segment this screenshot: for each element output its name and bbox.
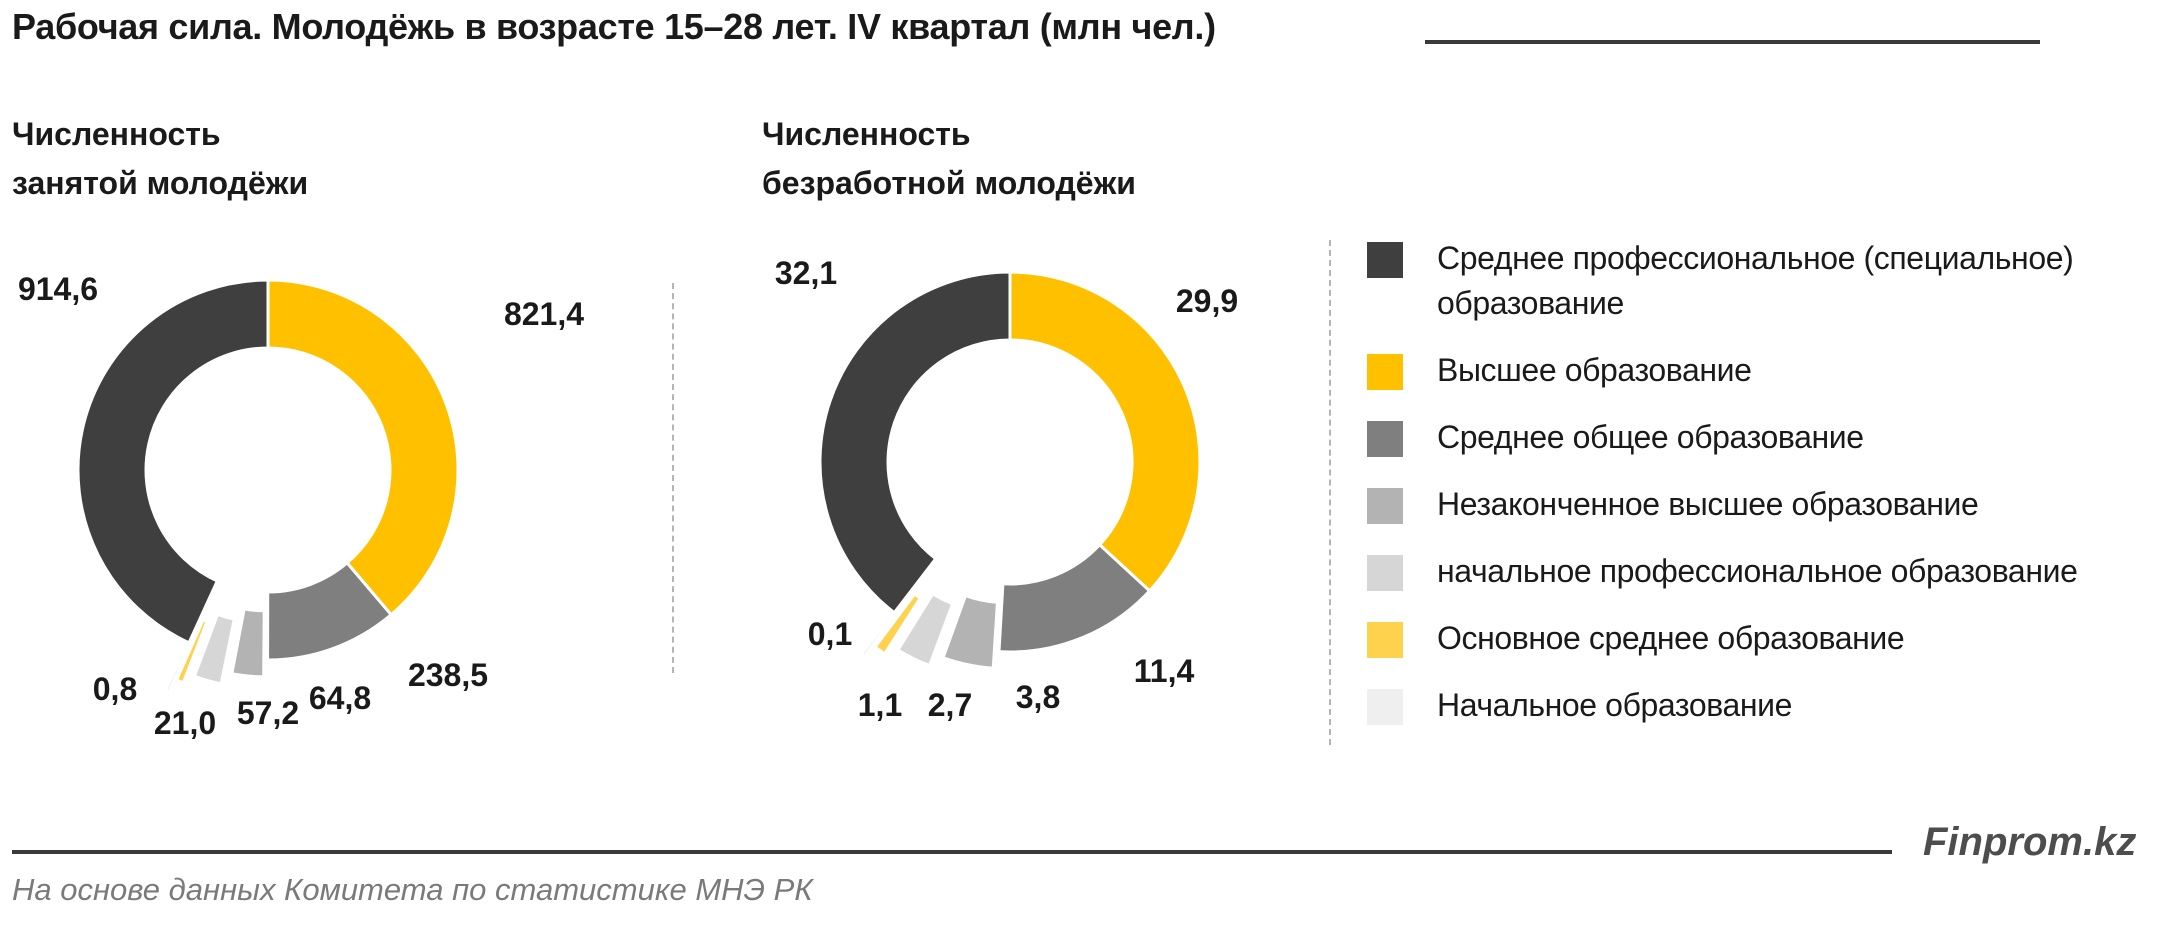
slice-value-label: 3,8 [1016,679,1060,715]
donut-slice [266,278,460,617]
legend-swatch [1367,354,1403,390]
slice-value-label: 57,2 [237,695,299,731]
legend-item: Основное среднее образование [1367,616,2157,661]
slice-value-label: 1,1 [858,687,902,723]
employed-subtitle-line-2: занятой молодёжи [12,165,309,201]
legend-label-line: Высшее образование [1437,352,1752,388]
employed-subtitle-line-1: Численность [12,116,221,152]
legend-item: Высшее образование [1367,348,2157,393]
legend-label-line: Незаконченное высшее образование [1437,486,1979,522]
legend-swatch [1367,555,1403,591]
legend: Среднее профессиональное (специальное) об… [1367,236,2157,728]
source-note: На основе данных Комитета по статистике … [12,872,813,907]
brand-logo: Finprom.kz [1923,820,2137,864]
donut-slice [893,589,958,671]
unemployed-subtitle-line-1: Численность [762,116,971,152]
employed-chart-subtitle: Численность занятой молодёжи [12,110,308,208]
slice-value-label: 21,0 [154,705,216,741]
chart-title: Рабочая сила. Молодёжь в возрасте 15–28 … [12,6,1216,47]
donut-slice [997,542,1152,654]
donut-slice [189,609,239,688]
legend-label-line: Начальное образование [1437,687,1793,723]
legend-label: начальное профессиональное образование [1437,549,2078,594]
employed-donut: 821,4 238,5 64,8 57,2 21,0 0,8 914,6 [18,271,584,741]
slice-value-label: 32,1 [775,255,837,291]
unemployed-donut: 29,9 11,4 3,8 2,7 1,10,1 32,1 [775,255,1238,723]
legend-label: Незаконченное высшее образование [1437,482,1979,527]
slice-value-label: 2,7 [928,687,972,723]
legend-item: Начальное образование [1367,683,2157,728]
donut-slice [76,278,270,645]
slice-value-label: 238,5 [408,657,488,693]
slice-value-label: 29,9 [1176,283,1238,319]
legend-swatch [1367,488,1403,524]
donut-slice [818,270,1012,615]
legend-label: Высшее образование [1437,348,1752,393]
donut-slice [266,560,394,662]
legend-swatch [1367,421,1403,457]
footer-divider [12,850,1892,854]
legend-label: Начальное образование [1437,683,1792,728]
legend-item: Среднее профессиональное (специальное) об… [1367,236,2157,326]
legend-label: Основное среднее образование [1437,616,1905,661]
legend-swatch [1367,242,1403,278]
unemployed-subtitle-line-2: безработной молодёжи [762,165,1136,201]
legend-label-line: Среднее профессиональное (специальное) [1437,240,2074,276]
title-divider [1425,40,2040,44]
slice-value-label: 0,8 [93,671,137,707]
legend-label: Среднее общее образование [1437,415,1864,460]
legend-label-line: начальное профессиональное образование [1437,553,2078,589]
legend-item: начальное профессиональное образование [1367,549,2157,594]
slice-value-label: 821,4 [504,296,584,332]
donut-slice [227,604,268,681]
legend-label-line: Среднее общее образование [1437,419,1864,455]
legend-swatch [1367,689,1403,725]
slice-value-label: 64,8 [309,680,371,716]
slice-value-label: 0,1 [808,616,852,652]
unemployed-chart-subtitle: Численность безработной молодёжи [762,110,1136,208]
donut-slice [870,589,926,659]
donut-slice [1008,270,1202,594]
slice-value-label: 11,4 [1134,653,1195,689]
legend-separator [1329,240,1331,745]
legend-swatch [1367,622,1403,658]
legend-label-line: Основное среднее образование [1437,620,1905,656]
slice-value-label: 914,6 [18,271,98,307]
chart-separator [672,283,674,673]
legend-item: Незаконченное высшее образование [1367,482,2157,527]
legend-item: Среднее общее образование [1367,415,2157,460]
legend-label-line: образование [1437,285,1624,321]
donut-slice [938,591,1002,672]
legend-label: Среднее профессиональное (специальное) об… [1437,236,2074,326]
